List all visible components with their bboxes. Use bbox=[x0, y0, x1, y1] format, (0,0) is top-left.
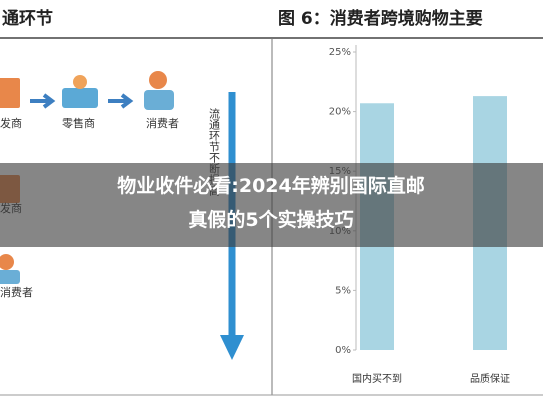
y-tick-label: 5% bbox=[335, 285, 351, 296]
overlay-title: 物业收件必看:2024年辨别国际直邮 bbox=[117, 174, 424, 197]
person-icon-body bbox=[0, 270, 20, 284]
person-icon bbox=[0, 254, 14, 270]
node-label: 零售商 bbox=[62, 116, 95, 130]
chart-title: 图 6：消费者跨境购物主要 bbox=[278, 8, 483, 29]
node-label: 发商 bbox=[0, 116, 22, 130]
y-tick-label: 20% bbox=[329, 107, 351, 118]
arrow bbox=[30, 93, 56, 109]
person-icon-body bbox=[144, 90, 174, 110]
left-title: 通环节 bbox=[2, 8, 53, 29]
box-icon bbox=[0, 78, 20, 108]
node-label: 消费者 bbox=[146, 116, 179, 130]
overlay-title: 真假的5个实操技巧 bbox=[188, 208, 353, 231]
y-tick-label: 0% bbox=[335, 345, 351, 356]
arrow bbox=[108, 93, 134, 109]
person-icon bbox=[149, 71, 167, 89]
x-tick-label: 国内买不到 bbox=[352, 372, 402, 385]
node-label: 消费者 bbox=[0, 285, 33, 299]
basket-icon bbox=[62, 88, 98, 108]
y-tick-label: 25% bbox=[329, 47, 351, 58]
basket-icon-top bbox=[73, 75, 87, 89]
down-arrow-head bbox=[220, 335, 244, 360]
x-tick-label: 品质保证 bbox=[470, 372, 510, 385]
overlay-band bbox=[0, 163, 543, 247]
